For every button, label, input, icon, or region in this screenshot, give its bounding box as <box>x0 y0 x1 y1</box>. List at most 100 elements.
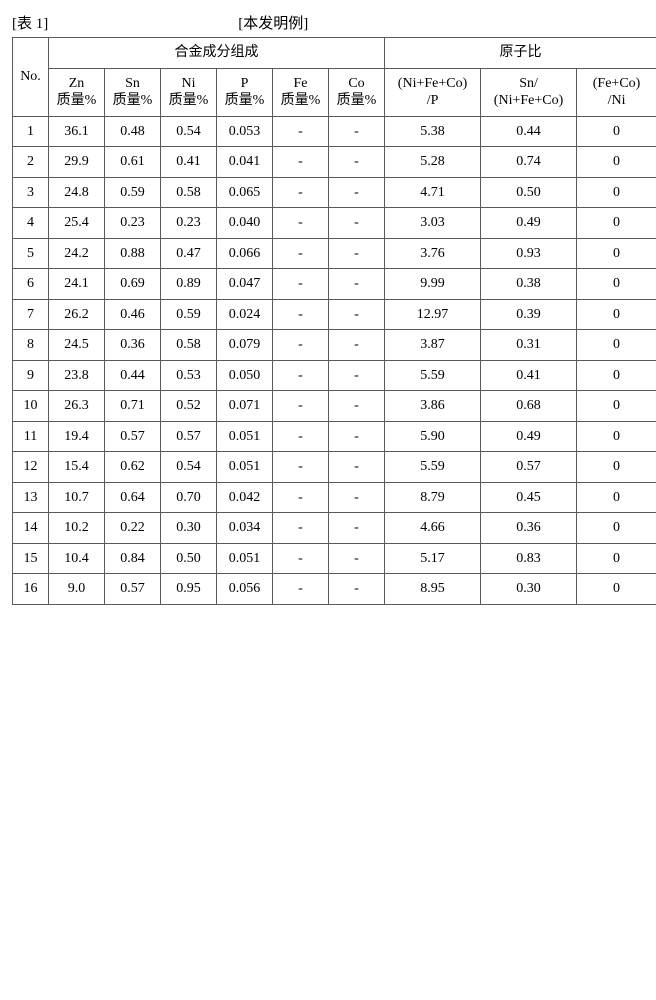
header-zn-name: Zn <box>69 76 85 91</box>
table-body: 136.10.480.540.053--5.380.440229.90.610.… <box>13 116 656 604</box>
cell-r1: 8.79 <box>385 482 481 513</box>
cell-Co: - <box>329 452 385 483</box>
header-co: Co 质量% <box>329 68 385 116</box>
cell-r3: 0 <box>577 269 656 300</box>
header-p: P 质量% <box>217 68 273 116</box>
cell-Ni: 0.58 <box>161 177 217 208</box>
cell-Sn: 0.57 <box>105 574 161 605</box>
cell-no: 5 <box>13 238 49 269</box>
cell-P: 0.051 <box>217 421 273 452</box>
cell-r3: 0 <box>577 116 656 147</box>
alloy-table: No. 合金成分组成 原子比 Zn 质量% Sn 质量% Ni 质量% P 质量… <box>12 37 656 605</box>
cell-Co: - <box>329 391 385 422</box>
cell-Co: - <box>329 299 385 330</box>
header-zn-unit: 质量% <box>57 93 97 108</box>
table-row: 923.80.440.530.050--5.590.410 <box>13 360 656 391</box>
cell-r2: 0.31 <box>481 330 577 361</box>
cell-r1: 12.97 <box>385 299 481 330</box>
cell-Fe: - <box>273 574 329 605</box>
cell-r2: 0.38 <box>481 269 577 300</box>
cell-Ni: 0.30 <box>161 513 217 544</box>
cell-Ni: 0.54 <box>161 116 217 147</box>
cell-r2: 0.49 <box>481 208 577 239</box>
cell-Zn: 10.4 <box>49 543 105 574</box>
header-r1: (Ni+Fe+Co)/P <box>385 68 481 116</box>
cell-Zn: 24.8 <box>49 177 105 208</box>
cell-r3: 0 <box>577 421 656 452</box>
cell-no: 12 <box>13 452 49 483</box>
cell-r1: 9.99 <box>385 269 481 300</box>
cell-r2: 0.49 <box>481 421 577 452</box>
header-no: No. <box>13 38 49 117</box>
header-sn-name: Sn <box>125 76 140 91</box>
cell-P: 0.066 <box>217 238 273 269</box>
table-row: 726.20.460.590.024--12.970.390 <box>13 299 656 330</box>
cell-Ni: 0.23 <box>161 208 217 239</box>
cell-r2: 0.36 <box>481 513 577 544</box>
cell-Ni: 0.57 <box>161 421 217 452</box>
cell-Sn: 0.64 <box>105 482 161 513</box>
table-caption-row: [表 1] [本发明例] <box>12 12 644 33</box>
cell-r3: 0 <box>577 360 656 391</box>
cell-Sn: 0.36 <box>105 330 161 361</box>
cell-P: 0.041 <box>217 147 273 178</box>
cell-Ni: 0.47 <box>161 238 217 269</box>
cell-Fe: - <box>273 513 329 544</box>
cell-no: 11 <box>13 421 49 452</box>
header-zn: Zn 质量% <box>49 68 105 116</box>
cell-Fe: - <box>273 452 329 483</box>
cell-no: 2 <box>13 147 49 178</box>
cell-r3: 0 <box>577 208 656 239</box>
header-ni-name: Ni <box>182 76 196 91</box>
cell-r1: 3.03 <box>385 208 481 239</box>
cell-Ni: 0.59 <box>161 299 217 330</box>
cell-no: 8 <box>13 330 49 361</box>
cell-Sn: 0.61 <box>105 147 161 178</box>
cell-P: 0.042 <box>217 482 273 513</box>
header-p-unit: 质量% <box>225 93 265 108</box>
cell-Zn: 24.1 <box>49 269 105 300</box>
cell-Zn: 29.9 <box>49 147 105 178</box>
header-sn-unit: 质量% <box>113 93 153 108</box>
cell-P: 0.071 <box>217 391 273 422</box>
cell-r1: 5.17 <box>385 543 481 574</box>
cell-P: 0.047 <box>217 269 273 300</box>
table-row: 1410.20.220.300.034--4.660.360 <box>13 513 656 544</box>
cell-Co: - <box>329 116 385 147</box>
cell-Fe: - <box>273 421 329 452</box>
cell-Fe: - <box>273 238 329 269</box>
cell-Zn: 10.7 <box>49 482 105 513</box>
cell-no: 16 <box>13 574 49 605</box>
cell-Fe: - <box>273 299 329 330</box>
cell-r1: 4.66 <box>385 513 481 544</box>
cell-r1: 3.87 <box>385 330 481 361</box>
cell-Co: - <box>329 482 385 513</box>
cell-Sn: 0.71 <box>105 391 161 422</box>
header-ni: Ni 质量% <box>161 68 217 116</box>
cell-P: 0.034 <box>217 513 273 544</box>
cell-r1: 5.90 <box>385 421 481 452</box>
table-header: No. 合金成分组成 原子比 Zn 质量% Sn 质量% Ni 质量% P 质量… <box>13 38 656 117</box>
table-row: 524.20.880.470.066--3.760.930 <box>13 238 656 269</box>
table-row: 136.10.480.540.053--5.380.440 <box>13 116 656 147</box>
cell-no: 15 <box>13 543 49 574</box>
cell-Fe: - <box>273 269 329 300</box>
cell-Co: - <box>329 543 385 574</box>
cell-Fe: - <box>273 208 329 239</box>
cell-r2: 0.83 <box>481 543 577 574</box>
cell-r3: 0 <box>577 543 656 574</box>
cell-Co: - <box>329 574 385 605</box>
cell-Co: - <box>329 177 385 208</box>
cell-Ni: 0.89 <box>161 269 217 300</box>
cell-Zn: 15.4 <box>49 452 105 483</box>
cell-Ni: 0.52 <box>161 391 217 422</box>
cell-Zn: 36.1 <box>49 116 105 147</box>
cell-r2: 0.50 <box>481 177 577 208</box>
cell-Zn: 9.0 <box>49 574 105 605</box>
header-composition-group: 合金成分组成 <box>49 38 385 69</box>
cell-r1: 3.86 <box>385 391 481 422</box>
cell-r2: 0.93 <box>481 238 577 269</box>
cell-Ni: 0.53 <box>161 360 217 391</box>
cell-Zn: 24.2 <box>49 238 105 269</box>
cell-r2: 0.68 <box>481 391 577 422</box>
